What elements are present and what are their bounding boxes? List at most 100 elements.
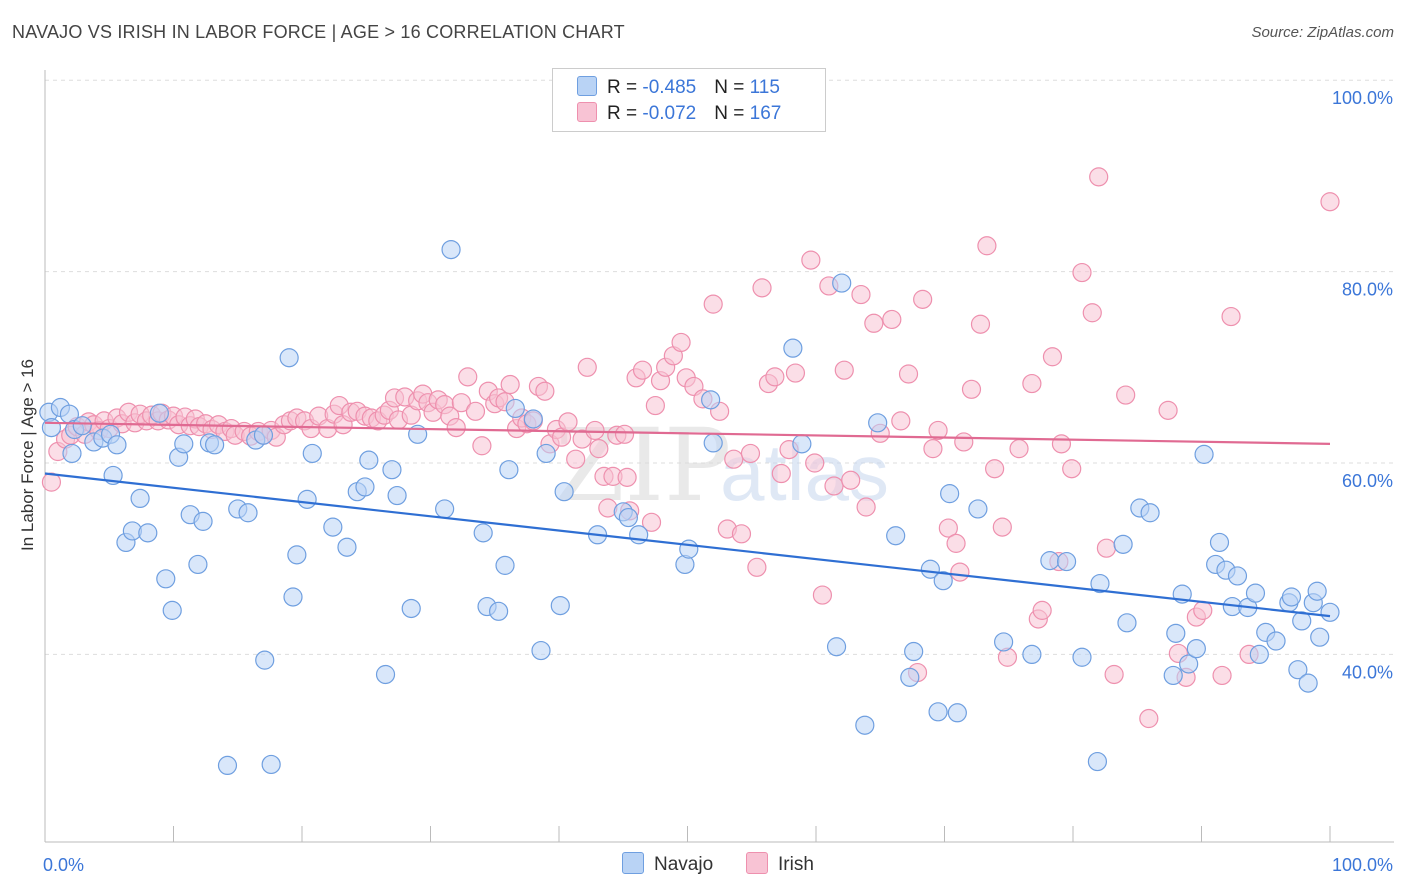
navajo-point	[1245, 583, 1266, 603]
navajo-point	[783, 338, 803, 358]
navajo-point	[441, 239, 461, 260]
irish-point	[1022, 373, 1042, 394]
irish-point	[898, 364, 919, 384]
navajo-point	[387, 485, 407, 506]
irish-point	[617, 467, 637, 487]
navajo-point	[1209, 532, 1230, 553]
navajo-point	[1163, 665, 1183, 686]
navajo-point	[138, 523, 158, 543]
irish-point	[985, 459, 1005, 479]
irish-point	[1320, 192, 1340, 212]
navajo-point	[940, 484, 960, 504]
navajo-swatch-icon	[577, 76, 597, 96]
navajo-legend-label: Navajo	[654, 854, 714, 875]
axes	[44, 70, 1394, 843]
irish-point	[938, 518, 958, 538]
irish-point	[589, 439, 609, 459]
irish-point	[765, 367, 785, 387]
irish-point	[740, 443, 761, 464]
irish-point	[961, 379, 982, 399]
navajo-point	[1288, 660, 1308, 680]
navajo-point	[62, 443, 82, 464]
navajo-point	[473, 523, 493, 543]
bottom-legend-irish: Irish	[746, 852, 814, 876]
navajo-point	[205, 435, 225, 455]
navajo-point	[162, 600, 182, 620]
irish-n-label: N =	[714, 103, 750, 124]
irish-point	[1212, 665, 1232, 686]
navajo-legend-icon	[622, 852, 644, 874]
irish-point	[724, 449, 744, 469]
navajo-point	[217, 755, 238, 776]
navajo-point	[1022, 644, 1042, 665]
navajo-point	[193, 511, 213, 531]
trendlines	[44, 421, 1331, 618]
irish-point	[1009, 439, 1029, 459]
tick-labels: 40.0% 60.0% 80.0% 100.0% 0.0% 100.0%	[43, 88, 1393, 875]
legend-row-irish: R = -0.072 N = 167	[577, 102, 781, 126]
navajo-point	[149, 403, 169, 423]
irish-point	[954, 432, 974, 452]
y-tick-label: 40.0%	[1342, 662, 1393, 682]
irish-point	[913, 289, 933, 309]
navajo-point	[435, 499, 455, 519]
navajo-point	[323, 517, 343, 537]
irish-point	[812, 585, 833, 605]
navajo-point	[505, 398, 525, 419]
navajo-point	[1310, 627, 1330, 647]
irish-point	[856, 497, 876, 517]
navajo-r-value: -0.485	[642, 77, 697, 98]
navajo-point	[868, 413, 888, 433]
y-tick-label: 60.0%	[1342, 471, 1393, 491]
navajo-point	[401, 598, 421, 619]
irish-point	[1158, 400, 1178, 420]
navajo-point	[550, 595, 570, 616]
navajo-point	[375, 664, 396, 685]
irish-point	[801, 250, 821, 270]
y-axis-label: In Labor Force | Age > 16	[18, 358, 37, 552]
irish-point	[1051, 434, 1072, 454]
x-tick-label-min: 0.0%	[43, 855, 84, 875]
gridlines	[45, 79, 1394, 655]
navajo-point	[1298, 673, 1318, 693]
irish-point	[472, 436, 492, 456]
navajo-point	[1040, 551, 1060, 571]
irish-point	[785, 363, 806, 383]
navajo-point	[302, 443, 322, 464]
navajo-point	[287, 545, 307, 565]
navajo-point	[554, 482, 574, 502]
navajo-point	[968, 499, 988, 519]
navajo-point	[1320, 602, 1340, 622]
navajo-point	[1056, 551, 1077, 572]
navajo-point	[531, 640, 551, 661]
navajo-point	[703, 433, 723, 453]
navajo-point	[1087, 751, 1108, 772]
navajo-point	[1227, 566, 1248, 586]
navajo-point	[499, 460, 519, 480]
navajo-point	[523, 409, 543, 429]
navajo-point	[107, 435, 127, 455]
correlation-legend: R = -0.485 N = 115 R = -0.072 N = 167	[552, 68, 826, 132]
y-tick-label: 100.0%	[1332, 88, 1393, 108]
navajo-point	[826, 637, 847, 657]
navajo-point	[279, 348, 299, 368]
irish-point	[752, 278, 772, 298]
irish-point	[841, 470, 861, 490]
navajo-point	[928, 702, 948, 722]
irish-point	[851, 284, 871, 305]
watermark-zip: ZIP	[555, 407, 731, 524]
irish-point	[703, 294, 723, 314]
navajo-point	[255, 650, 275, 670]
irish-point	[1089, 167, 1109, 187]
navajo-trendline	[44, 472, 1331, 618]
navajo-point	[900, 667, 920, 687]
navajo-point	[886, 526, 906, 546]
irish-point	[834, 360, 854, 380]
navajo-point	[1166, 623, 1186, 643]
navajo-point	[832, 273, 852, 293]
x-tick-label-max: 100.0%	[1332, 855, 1393, 875]
irish-point	[1221, 306, 1241, 327]
navajo-point	[359, 450, 379, 470]
irish-point	[992, 517, 1012, 537]
navajo-point	[701, 390, 721, 410]
